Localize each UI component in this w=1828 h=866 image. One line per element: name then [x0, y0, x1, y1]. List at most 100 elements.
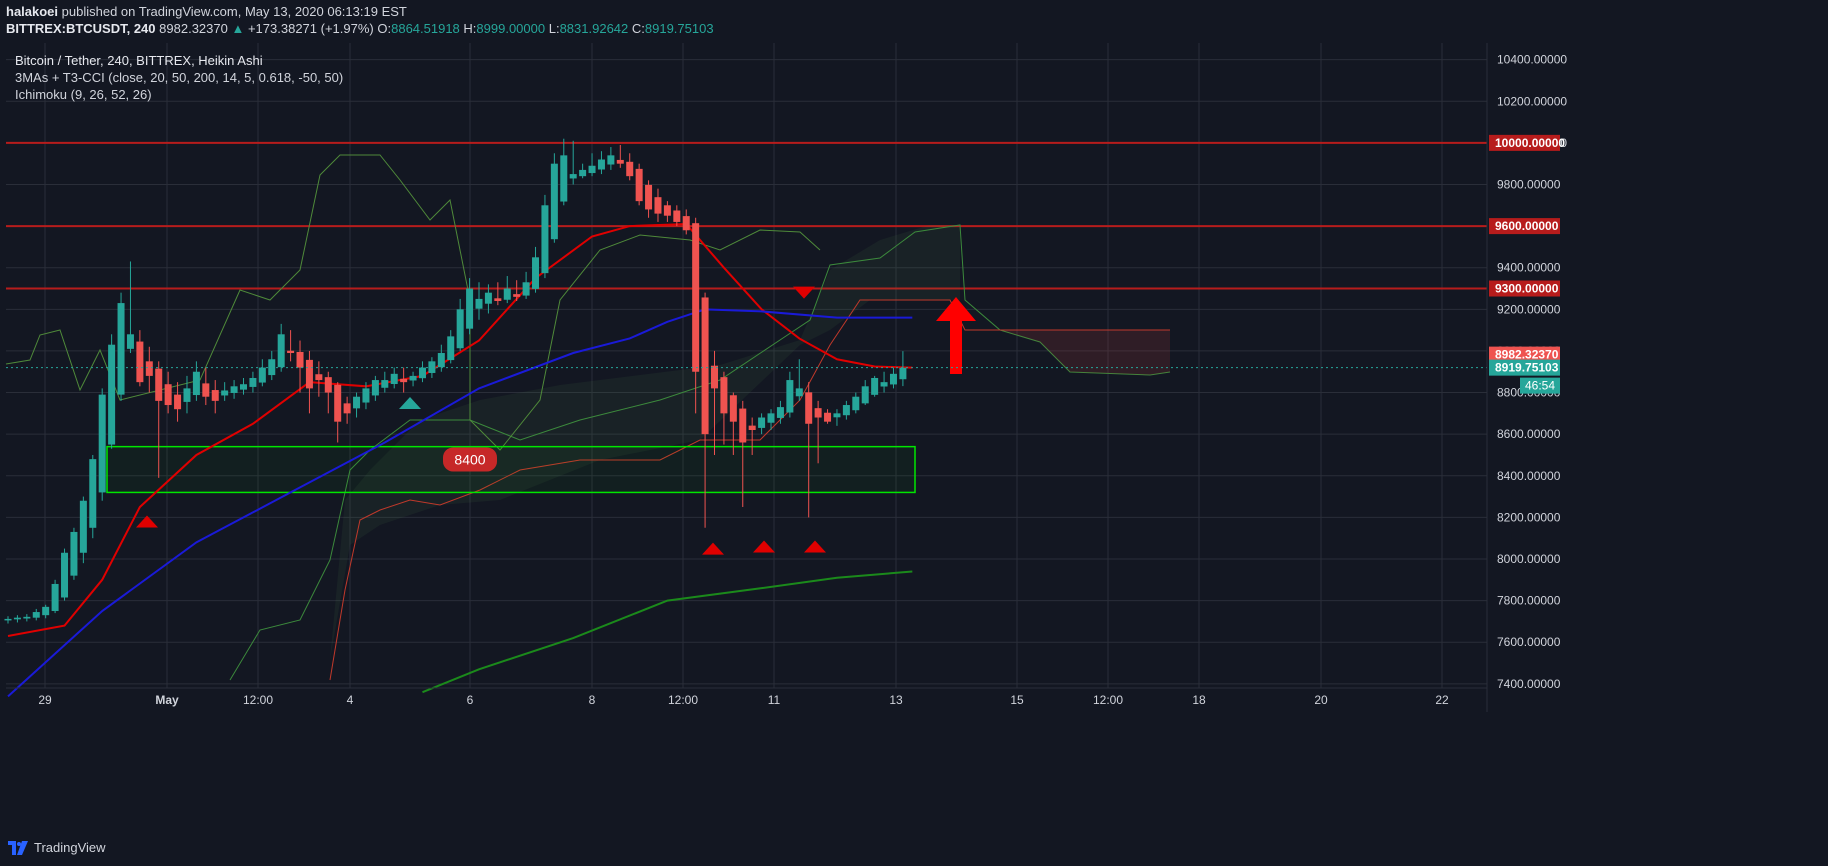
- candle-body: [729, 395, 737, 422]
- price-axis-tick-label: 9200.00000: [1497, 302, 1561, 316]
- open-value: 8864.51918: [391, 21, 460, 36]
- low-value: 8831.92642: [559, 21, 629, 36]
- candle-body: [484, 292, 492, 304]
- publish-header: halakoei published on TradingView.com, M…: [0, 0, 1828, 42]
- candle-body: [607, 155, 615, 165]
- level-price-label: 10000.00000: [1495, 136, 1565, 150]
- annotation-label: 8400: [454, 451, 485, 467]
- candle-body: [842, 405, 850, 416]
- time-axis-tick-label: 18: [1192, 693, 1206, 707]
- chart-canvas[interactable]: 8400 10400.00000 10200.00000 10000.00000 980…: [0, 0, 1828, 832]
- time-axis-tick-label: 11: [768, 693, 781, 707]
- price-change: +173.38271 (+1.97%): [247, 21, 374, 36]
- candle-body: [117, 303, 125, 395]
- annotation-bubble[interactable]: [443, 447, 497, 472]
- candle-body: [240, 384, 247, 390]
- candle-body: [202, 383, 210, 397]
- candle-body: [720, 377, 728, 414]
- last-price: 8982.32370: [159, 21, 228, 36]
- candle-body: [136, 341, 144, 383]
- candle-body: [654, 197, 662, 214]
- candle-body: [174, 394, 182, 410]
- close-value: 8919.75103: [644, 21, 714, 36]
- up-triangle-icon: ▲: [231, 21, 245, 36]
- candle-body: [503, 288, 511, 300]
- candle-body: [98, 394, 106, 493]
- candle-body: [79, 500, 87, 553]
- candle-body: [569, 174, 577, 179]
- signal-up-arrow: [399, 396, 421, 409]
- tradingview-logo[interactable]: TradingView: [8, 840, 106, 855]
- candle-body: [183, 388, 191, 402]
- price-axis-tick-label: 10200.00000: [1497, 94, 1567, 108]
- candle-body: [249, 377, 257, 387]
- current-price-label: 8982.32370: [1495, 348, 1559, 362]
- candle-body: [155, 368, 163, 401]
- candle-body: [682, 216, 690, 231]
- signal-up-arrow: [702, 542, 724, 555]
- candle-body: [126, 334, 134, 349]
- candle-body: [447, 336, 455, 361]
- candle-body: [418, 367, 426, 379]
- candle-body: [61, 552, 69, 598]
- publish-info: published on TradingView.com, May 13, 20…: [58, 4, 407, 19]
- candle-body: [786, 380, 794, 413]
- candle-body: [824, 412, 832, 422]
- candle-body: [767, 413, 775, 423]
- time-axis-tick-label: 8: [589, 693, 596, 707]
- chart-legend: Bitcoin / Tether, 240, BITTREX, Heikin A…: [15, 52, 343, 103]
- candle-body: [324, 377, 332, 393]
- future-cloud: [965, 330, 1170, 375]
- candle-body: [305, 359, 313, 389]
- price-axis-tick-label: 10400.00000: [1497, 53, 1567, 67]
- candle-body: [287, 350, 295, 354]
- candle-body: [70, 531, 78, 576]
- time-axis-tick-label: 29: [38, 693, 52, 707]
- candle-body: [437, 353, 445, 368]
- candle-body: [296, 351, 304, 368]
- tradingview-icon: [8, 840, 28, 855]
- time-axis-tick-label: 15: [1010, 693, 1024, 707]
- candle-body: [23, 616, 31, 619]
- candle-body: [32, 612, 40, 618]
- candle-body: [192, 371, 200, 396]
- candle-body: [871, 377, 879, 395]
- candle-body: [758, 417, 766, 428]
- time-axis-tick-label: 12:00: [243, 693, 273, 707]
- price-axis-tick-label: 7400.00000: [1497, 677, 1561, 691]
- candle-body: [795, 388, 803, 397]
- candle-body: [805, 392, 813, 424]
- candle-body: [4, 618, 12, 621]
- ichimoku-span-a: [229, 224, 1171, 681]
- candle-body: [466, 288, 474, 329]
- time-axis-tick-label: 4: [347, 693, 354, 707]
- candle-body: [739, 408, 747, 443]
- time-axis-tick-label: May: [155, 693, 179, 707]
- price-axis-tick-label: 7600.00000: [1497, 635, 1561, 649]
- support-zone-box[interactable]: [106, 445, 916, 494]
- candle-body: [353, 396, 361, 409]
- candle-body: [861, 386, 869, 404]
- footer: TradingView: [0, 832, 1828, 866]
- current-price-badge: [1489, 359, 1560, 376]
- candle-body: [814, 408, 822, 418]
- candle-body: [108, 344, 116, 445]
- candle-body: [560, 155, 568, 202]
- candle-body: [334, 384, 342, 422]
- candle-body: [692, 223, 700, 372]
- big-up-arrow: [936, 297, 976, 374]
- ichimoku-cloud: [330, 225, 960, 660]
- level-price-badge: [1489, 218, 1560, 235]
- current-price-label: 8919.75103: [1495, 361, 1559, 375]
- level-price-label: 9300.00000: [1495, 282, 1559, 296]
- candle-body: [776, 407, 784, 418]
- ma50-line: [7, 308, 913, 698]
- candle-body: [51, 583, 59, 612]
- time-axis-tick-label: 6: [467, 693, 474, 707]
- candle-body: [145, 361, 153, 376]
- symbol-line: BITTREX:BTCUSDT, 240 8982.32370 ▲ +173.3…: [6, 21, 714, 36]
- candle-body: [456, 309, 464, 349]
- publisher-line: halakoei published on TradingView.com, M…: [6, 4, 407, 19]
- candle-body: [748, 425, 756, 430]
- level-price-badge: [1489, 134, 1560, 151]
